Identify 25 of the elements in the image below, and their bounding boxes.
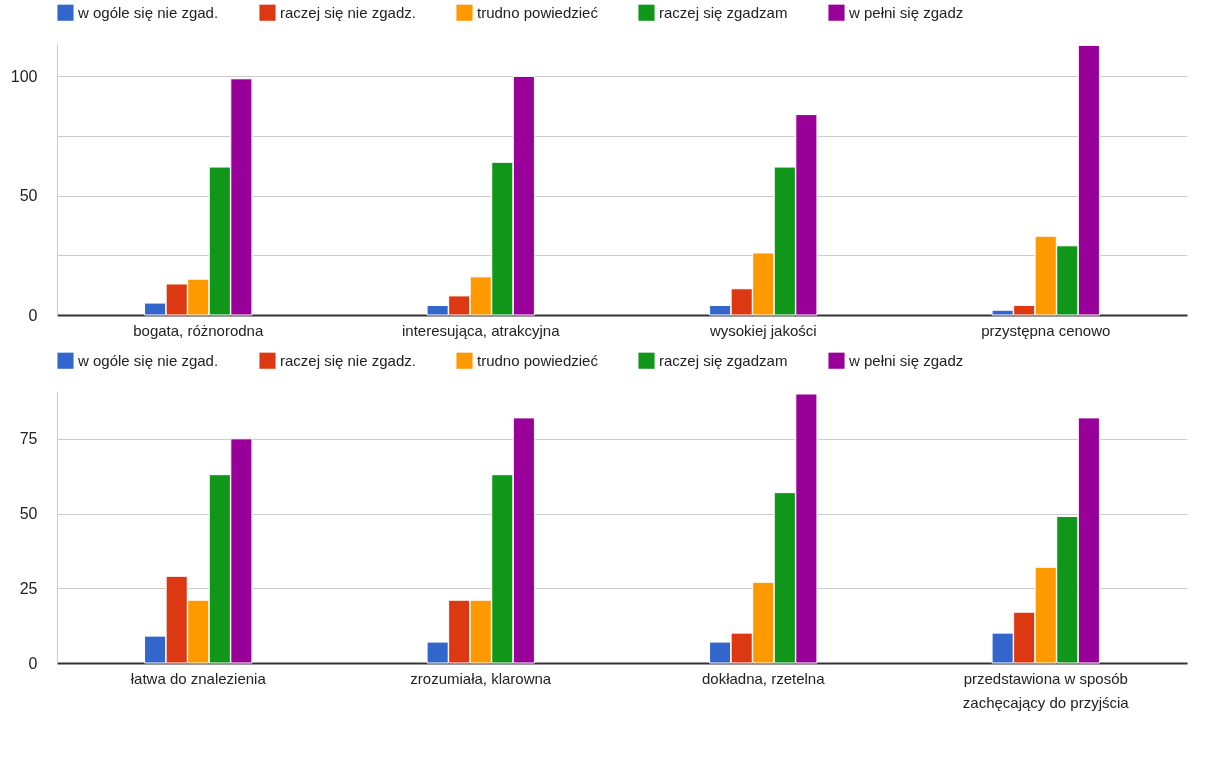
y-tick-label: 100: [10, 67, 38, 85]
x-tick-label: bogata, różnorodna: [133, 321, 264, 339]
y-tick-label: 50: [19, 505, 38, 523]
y-tick-label: 75: [19, 430, 38, 448]
y-tick-label: 0: [28, 306, 38, 324]
legend-label: raczej się nie zgadz.: [280, 3, 416, 21]
legend-label: w pełni się zgadz: [848, 351, 964, 369]
y-tick-label: 50: [19, 187, 38, 205]
x-tick-label: interesująca, atrakcyjna: [401, 321, 561, 339]
x-tick-label: dokładna, rzetelna: [701, 669, 826, 687]
legend-label: trudno powiedzieć: [477, 3, 599, 21]
y-tick-label: 25: [19, 579, 38, 597]
x-tick-label: przedstawiona w sposób zachęcający do przyjścia: [962, 669, 1130, 711]
x-tick-label: wysokiej jakości: [708, 321, 817, 339]
legend-label: trudno powiedzieć: [477, 351, 599, 369]
legend-label: w ogóle się nie zgad.: [77, 3, 219, 21]
x-tick-label: przystępna cenowo: [981, 321, 1111, 339]
x-tick-label: łatwa do znalezienia: [130, 669, 267, 687]
legend-label: raczej się nie zgadz.: [280, 351, 416, 369]
legend-label: w pełni się zgadz: [848, 3, 964, 21]
y-tick-label: 0: [28, 654, 38, 672]
legend-label: raczej się zgadzam: [659, 3, 788, 21]
legend-label: raczej się zgadzam: [659, 351, 788, 369]
legend-label: w ogóle się nie zgad.: [77, 351, 219, 369]
x-tick-label: zrozumiała, klarowna: [410, 669, 552, 687]
